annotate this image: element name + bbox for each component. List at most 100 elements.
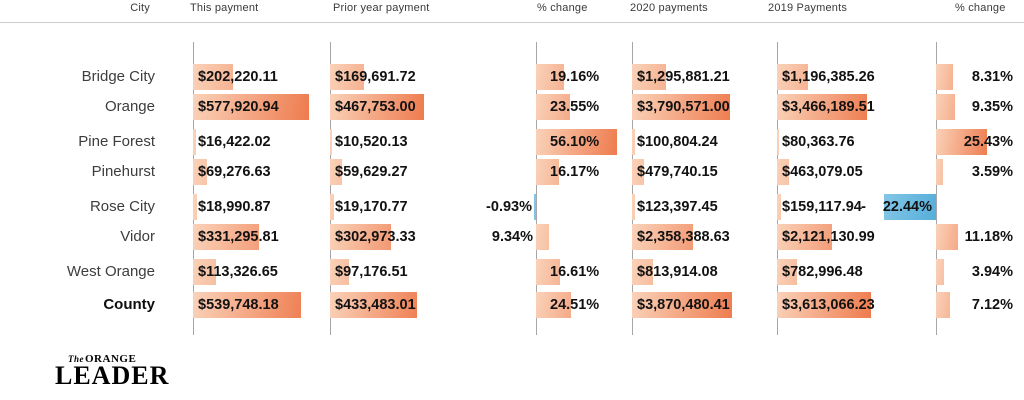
column-header-city: City [130,2,150,14]
column-header-this-payment: This payment [190,2,259,14]
value-bar [193,64,234,90]
pct-change-annual-value: 25.43% [963,134,1013,150]
negative-sign: - [861,199,866,215]
this_payment-value: $539,748.18 [198,297,279,313]
value-bar [777,292,871,318]
value-bar [193,159,207,185]
pct-change-annual-value: 3.94% [971,264,1013,280]
payments_2019-value: $80,363.76 [782,134,855,150]
prior_year_payment-value: $97,176.51 [335,264,408,280]
value-bar [193,224,260,250]
axis-line-pct-change-annual [936,42,937,335]
city-label: West Orange [66,263,155,280]
payments_2019-value: $782,996.48 [782,264,863,280]
pct-change-annual-value: 3.59% [971,164,1013,180]
prior_year_payment-value: $59,629.27 [335,164,408,180]
pct-change-recent-value: 19.16% [550,69,600,85]
value-bar [536,159,560,185]
this_payment-value: $16,422.02 [198,134,271,150]
value-bar [632,292,733,318]
payments_2020-value: $1,295,881.21 [637,69,730,85]
value-bar [777,259,798,285]
value-bar [936,259,944,285]
table-row: Vidor $331,295.81 $302,973.33 $2,358,388.63… [0,222,1024,252]
logo-the-text: The [68,354,84,364]
value-bar [330,94,424,120]
axis-line-pct-change-recent [536,42,537,335]
value-bar [936,129,987,155]
column-header-prior-year-payment: Prior year payment [333,2,430,14]
value-bar [632,259,654,285]
pct-change-recent-value: 24.51% [550,297,600,313]
table-row: Bridge City $202,220.11 $169,691.72 $1,295,… [0,62,1024,92]
value-bar [536,94,570,120]
value-bar [632,194,636,220]
payments_2020-value: $479,740.15 [637,164,718,180]
column-header-pct-change-annual: % change [955,2,1006,14]
payments_2019-value: $463,079.05 [782,164,863,180]
column-header-2019-payments: 2019 Payments [768,2,848,14]
value-bar [936,292,951,318]
pct-change-recent-value: 56.10% [550,134,600,150]
payments_2020-value: $100,804.24 [637,134,718,150]
value-bar [936,64,953,90]
this_payment-value: $18,990.87 [198,199,271,215]
publisher-logo: TheORANGE LEADER [55,353,170,390]
value-bar [193,194,197,220]
value-bar [936,94,955,120]
payments_2019-value: $159,117.94 [782,199,862,215]
column-header-2020-payments: 2020 payments [630,2,708,14]
value-bar [777,194,782,220]
value-bar [330,159,342,185]
value-bar [777,224,832,250]
this_payment-value: $113,326.65 [198,264,278,280]
prior_year_payment-value: $19,170.77 [335,199,408,215]
value-bar [536,259,560,285]
value-bar [193,129,197,155]
city-label: Rose City [89,198,155,215]
value-bar [632,159,645,185]
value-bar [536,224,550,250]
logo-leader-text: LEADER [55,361,170,390]
city-label: Orange [104,98,155,115]
this_payment-value: $331,295.81 [198,229,279,245]
pct-change-annual-value: 22.44% [882,199,932,215]
negative-value-bar [884,194,936,220]
value-bar [936,159,944,185]
payments_2019-value: $2,121,130.99 [782,229,875,245]
payments_2020-value: $3,870,480.41 [637,297,730,313]
value-bar [632,224,694,250]
column-header-pct-change-recent: % change [537,2,588,14]
value-bar [193,259,216,285]
axis-line-2020-payments [632,42,633,335]
value-bar [632,129,635,155]
prior_year_payment-value: $467,753.00 [335,99,416,115]
this_payment-value: $577,920.94 [198,99,279,115]
header-divider-line [0,22,1024,23]
prior_year_payment-value: $10,520.13 [335,134,408,150]
pct-change-recent-value: 23.55% [550,99,600,115]
pct-change-recent-value: 16.61% [550,264,600,280]
city-label: County [103,296,155,313]
negative-value-bar [534,194,536,220]
value-bar [536,64,564,90]
payments_2019-value: $1,196,385.26 [782,69,875,85]
pct-change-annual-value: 8.31% [971,69,1013,85]
prior_year_payment-value: $302,973.33 [335,229,416,245]
value-bar [777,129,780,155]
logo-top-line: TheORANGE [68,353,169,365]
city-label: Bridge City [81,68,155,85]
city-label: Pine Forest [78,133,155,150]
payments_2019-value: $3,466,189.51 [782,99,875,115]
value-bar [330,259,350,285]
value-bar [536,292,572,318]
value-bar [777,159,789,185]
table-row: Orange $577,920.94 $467,753.00 $3,790,571.0… [0,92,1024,122]
logo-orange-text: ORANGE [85,353,137,365]
pct-change-annual-value: 11.18% [964,229,1013,245]
value-bar [632,64,666,90]
prior_year_payment-value: $433,483.01 [335,297,416,313]
axis-line-this-payment [193,42,194,335]
table-row: Pine Forest $16,422.02 $10,520.13 $100,804.… [0,127,1024,157]
